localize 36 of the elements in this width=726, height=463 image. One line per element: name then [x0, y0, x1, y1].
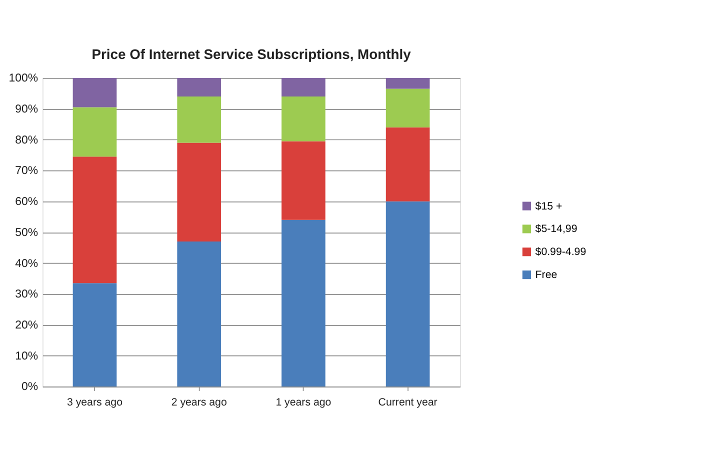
y-tick-label: 80% — [15, 134, 38, 146]
bar — [282, 141, 326, 220]
bar — [282, 78, 326, 96]
y-tick-label: 50% — [15, 226, 38, 239]
bar — [282, 220, 326, 387]
x-tick-label: 3 years ago — [66, 396, 123, 409]
y-tick-label: 40% — [15, 258, 38, 270]
bar — [386, 88, 430, 128]
y-tick-label: 100% — [8, 72, 38, 85]
y-tick-label: 90% — [15, 103, 38, 116]
bar — [177, 241, 222, 387]
bar — [177, 142, 222, 242]
bar — [177, 78, 222, 96]
y-tick-label: 0% — [22, 381, 38, 394]
y-tick-label: 10% — [15, 350, 38, 362]
x-tick-label: 1 years ago — [276, 396, 332, 409]
bar — [386, 127, 430, 202]
bar — [72, 283, 117, 387]
legend-label: Free — [535, 269, 558, 282]
bar — [282, 96, 326, 142]
y-tick-label: 70% — [15, 165, 38, 178]
legend-label: $15 + — [535, 200, 562, 212]
x-tick-label: 2 years ago — [171, 396, 227, 409]
bar — [72, 107, 117, 157]
bar — [72, 78, 117, 108]
y-tick-label: 30% — [15, 288, 38, 301]
bar — [386, 78, 430, 89]
x-tick-label: Current year — [378, 396, 438, 409]
bar — [72, 156, 117, 284]
bar — [177, 96, 222, 143]
y-tick-label: 20% — [15, 319, 38, 332]
chart-title: Price Of Internet Service Subscriptions, Monthly — [92, 46, 412, 62]
y-tick-label: 60% — [15, 196, 38, 208]
bar — [386, 201, 430, 387]
legend-label: $5-14,99 — [535, 223, 578, 236]
legend-label: $0.99-4.99 — [535, 246, 586, 258]
